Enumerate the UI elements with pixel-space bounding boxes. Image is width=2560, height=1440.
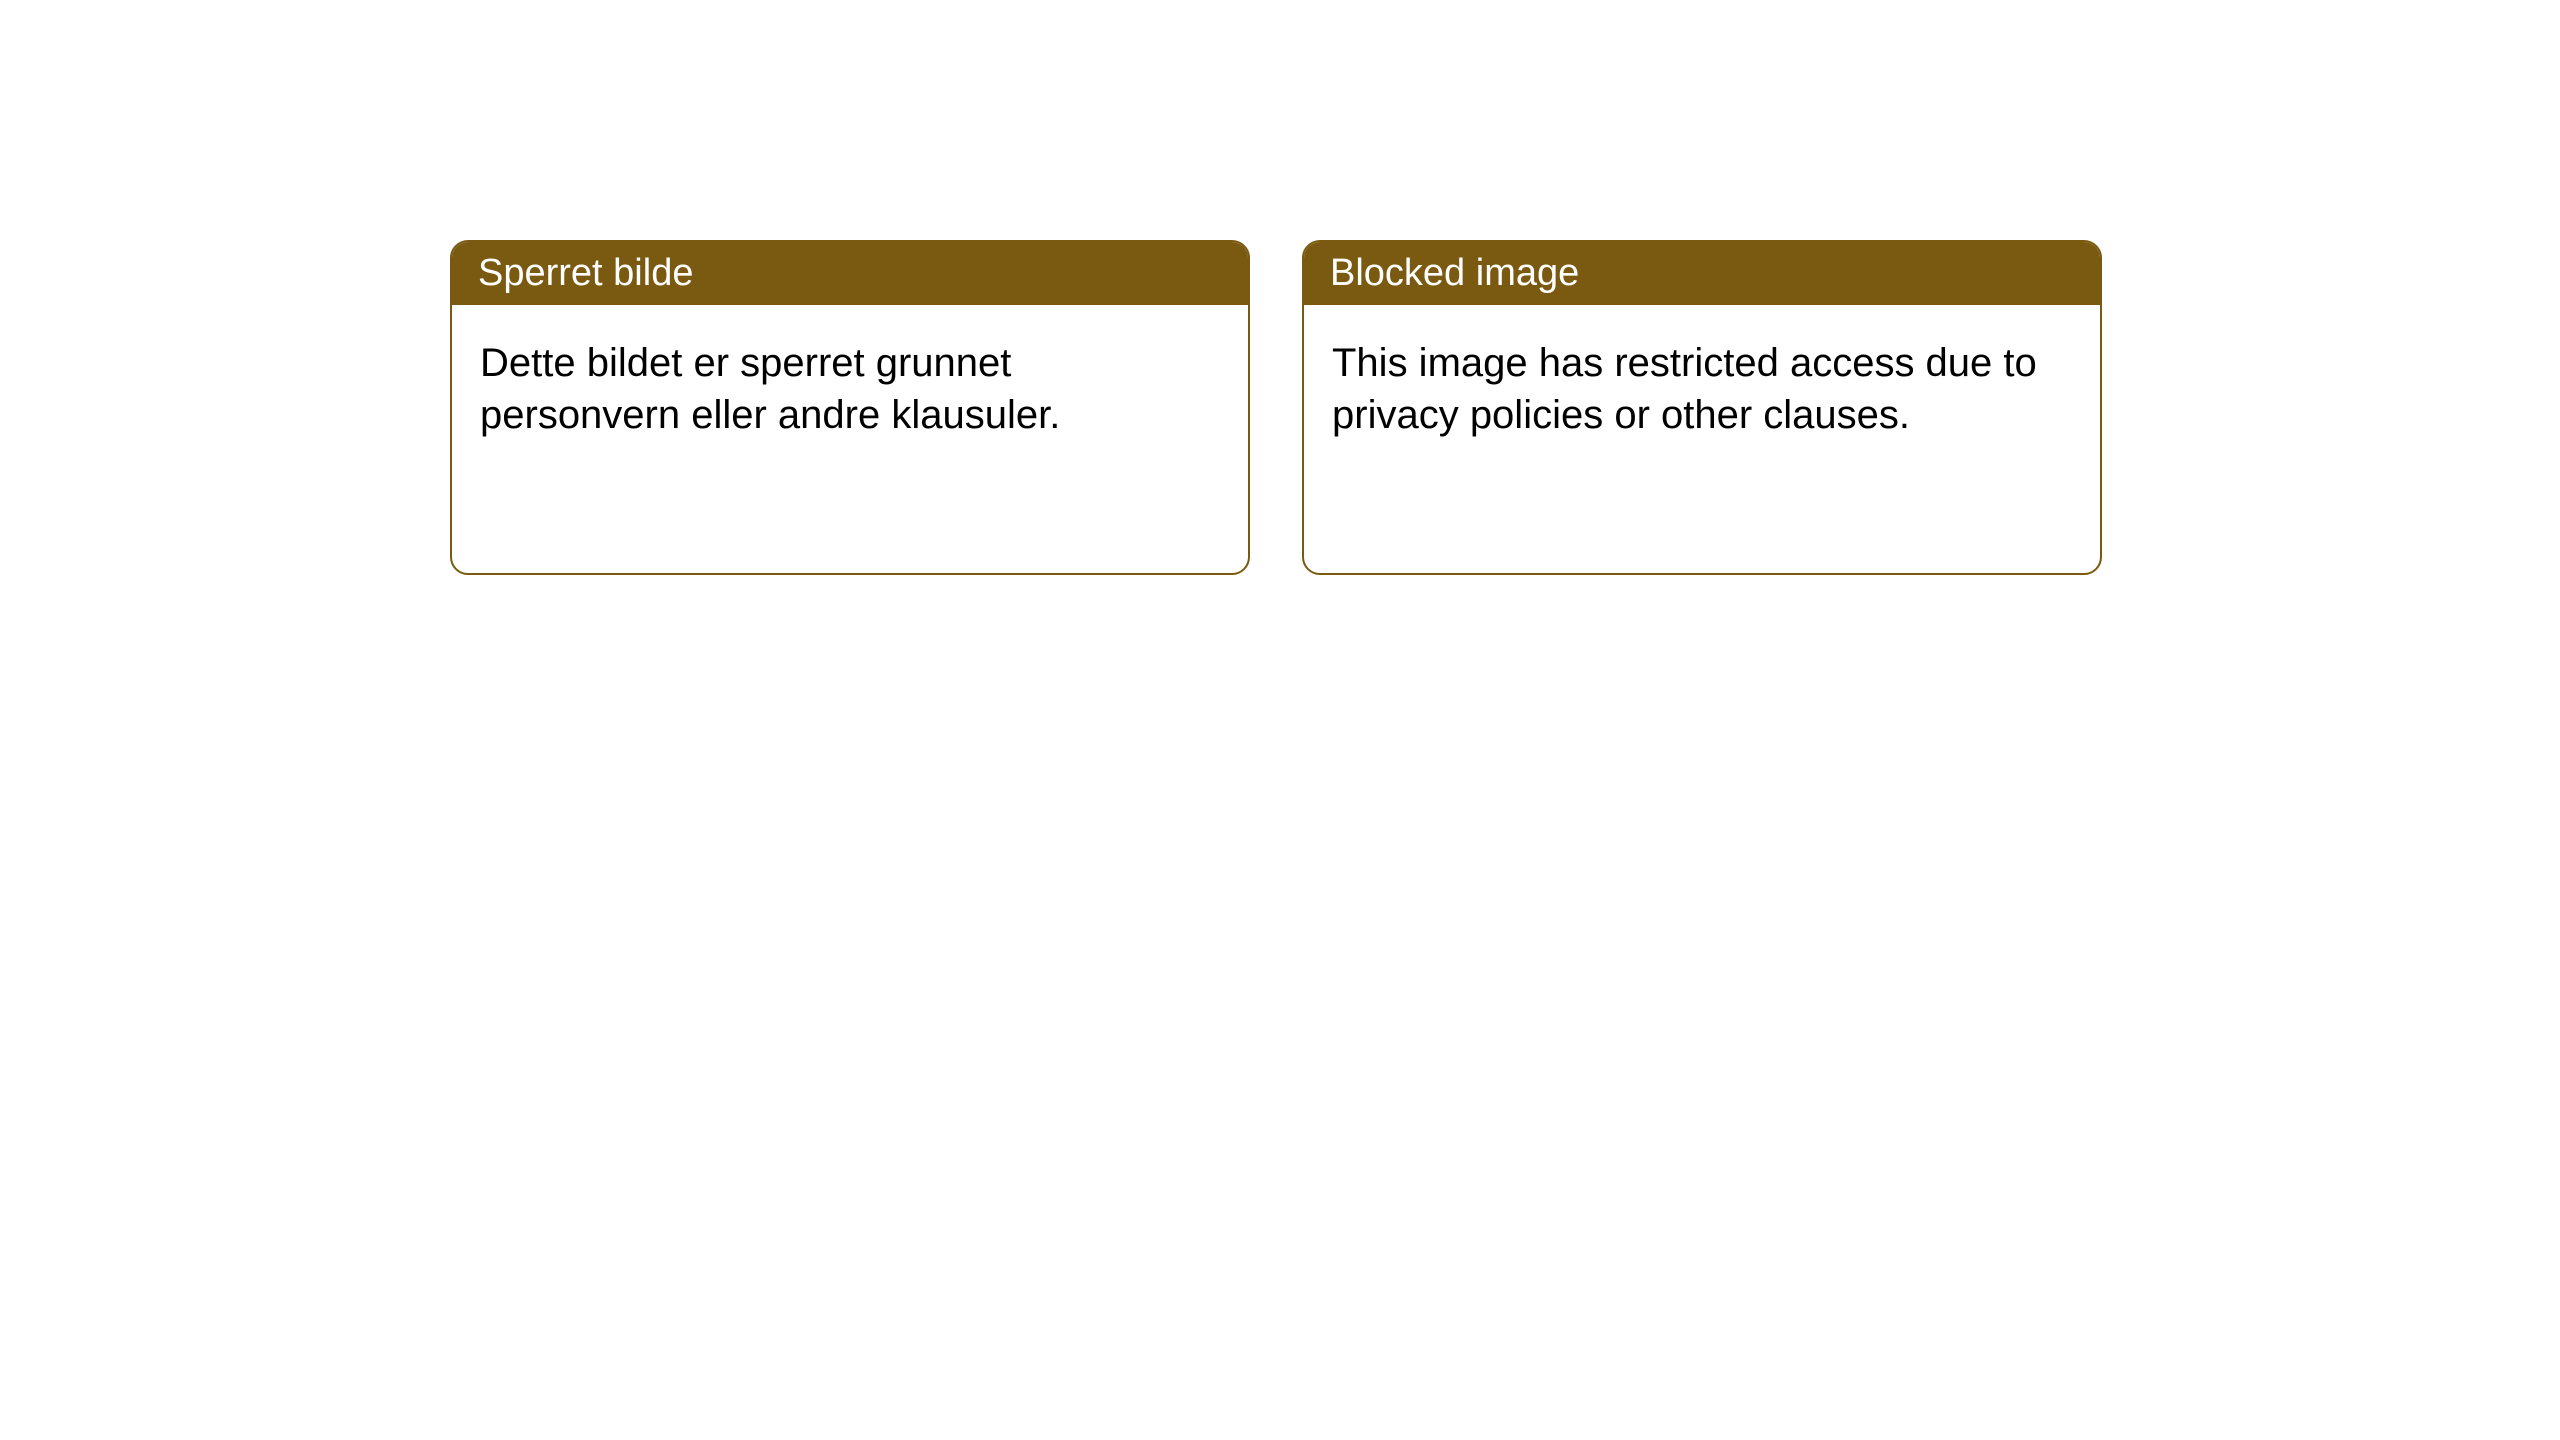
card-body-norwegian: Dette bildet er sperret grunnet personve… — [452, 305, 1248, 473]
card-english: Blocked image This image has restricted … — [1302, 240, 2102, 575]
card-norwegian: Sperret bilde Dette bildet er sperret gr… — [450, 240, 1250, 575]
card-header-norwegian: Sperret bilde — [452, 242, 1248, 305]
card-message: This image has restricted access due to … — [1332, 341, 2037, 437]
cards-container: Sperret bilde Dette bildet er sperret gr… — [450, 240, 2560, 575]
card-title: Blocked image — [1330, 252, 1579, 294]
card-body-english: This image has restricted access due to … — [1304, 305, 2100, 473]
card-header-english: Blocked image — [1304, 242, 2100, 305]
card-message: Dette bildet er sperret grunnet personve… — [480, 341, 1060, 437]
card-title: Sperret bilde — [478, 252, 693, 294]
